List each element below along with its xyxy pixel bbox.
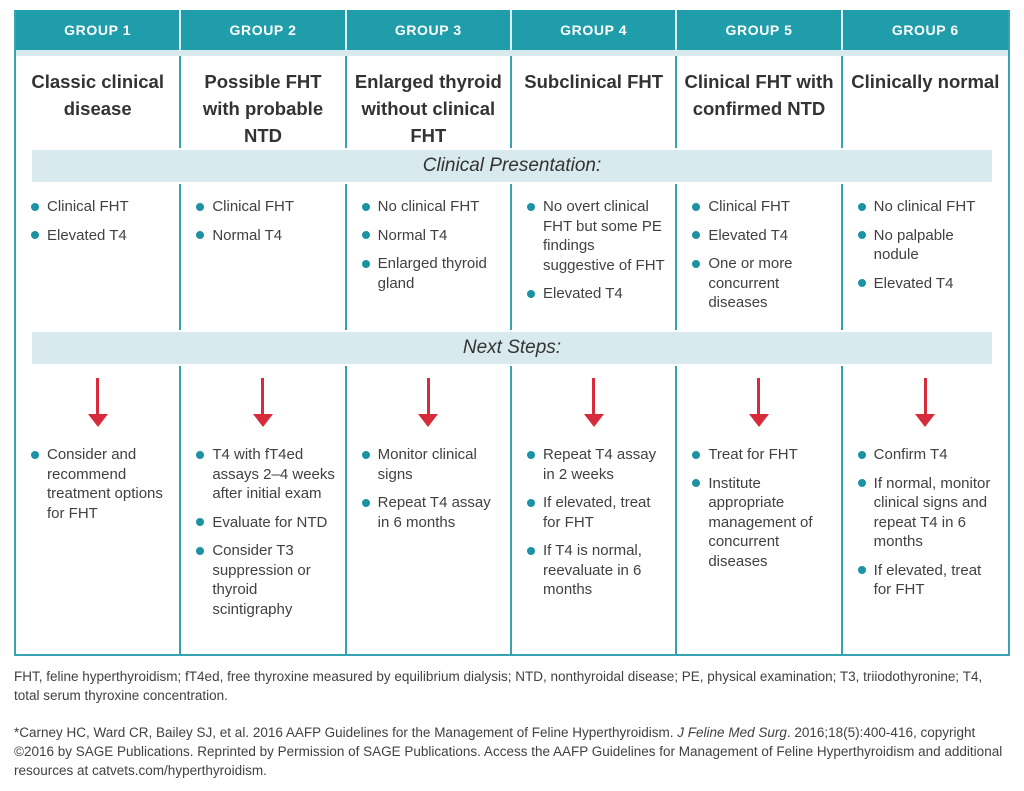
group-6-arrow-cell <box>842 366 1008 432</box>
next-step-item: If normal, monitor clinical signs and re… <box>857 474 1002 552</box>
next-step-item: If T4 is normal, reevaluate in 6 months <box>526 541 669 600</box>
presentation-item: Elevated T4 <box>30 226 173 246</box>
presentation-item: Clinical FHT <box>195 197 338 217</box>
group-6-presentation: No clinical FHT No palpable nodule Eleva… <box>842 184 1008 330</box>
group-1-presentation: Clinical FHT Elevated T4 <box>16 184 182 330</box>
presentation-item: Elevated T4 <box>526 284 669 304</box>
group-4-presentation: No overt clinical FHT but some PE findin… <box>511 184 678 330</box>
down-arrow-icon <box>748 377 769 427</box>
group-2-title: Possible FHT with probable NTD <box>181 56 347 148</box>
group-6-header: GROUP 6 <box>842 10 1008 50</box>
group-4-next-steps: Repeat T4 assay in 2 weeks If elevated, … <box>511 432 678 654</box>
presentation-item: Clinical FHT <box>30 197 173 217</box>
group-1-header: GROUP 1 <box>16 10 182 50</box>
presentation-item: Clinical FHT <box>691 197 834 217</box>
presentation-item: One or more concurrent diseases <box>691 254 834 313</box>
presentation-item: No clinical FHT <box>857 197 1002 217</box>
citation-text-start: *Carney HC, Ward CR, Bailey SJ, et al. 2… <box>14 724 678 740</box>
presentation-item: No clinical FHT <box>361 197 504 217</box>
presentation-item: Normal T4 <box>195 226 338 246</box>
next-step-item: Consider and recommend treatment options… <box>30 445 173 523</box>
next-step-item: Repeat T4 assay in 6 months <box>361 493 504 532</box>
citation-note: *Carney HC, Ward CR, Bailey SJ, et al. 2… <box>14 724 1010 781</box>
presentation-item: Enlarged thyroid gland <box>361 254 504 293</box>
next-step-item: Evaluate for NTD <box>195 513 338 533</box>
citation-journal-name: J Feline Med Surg <box>677 724 787 740</box>
down-arrow-icon <box>915 377 936 427</box>
down-arrow-icon <box>87 377 108 427</box>
group-2-next-steps: T4 with fT4ed assays 2–4 weeks after ini… <box>181 432 347 654</box>
group-3-header: GROUP 3 <box>346 10 512 50</box>
next-step-item: If elevated, treat for FHT <box>857 561 1002 600</box>
group-1-arrow-cell <box>16 366 182 432</box>
group-6-next-steps: Confirm T4 If normal, monitor clinical s… <box>842 432 1008 654</box>
next-step-item: T4 with fT4ed assays 2–4 weeks after ini… <box>195 445 338 504</box>
citation-text-end: . 2016;18(5):400-416, copyright ©2016 by… <box>14 724 1003 778</box>
presentation-item: No palpable nodule <box>857 226 1002 265</box>
next-step-item: Treat for FHT <box>691 445 834 465</box>
group-1-next-steps: Consider and recommend treatment options… <box>16 432 182 654</box>
group-5-arrow-cell <box>677 366 843 432</box>
group-2-header: GROUP 2 <box>181 10 347 50</box>
group-2-arrow-cell <box>181 366 347 432</box>
next-step-item: Institute appropriate management of conc… <box>691 474 834 572</box>
group-4-header: GROUP 4 <box>511 10 678 50</box>
fht-groups-chart: GROUP 1 GROUP 2 GROUP 3 GROUP 4 GROUP 5 … <box>14 10 1010 656</box>
group-5-header: GROUP 5 <box>677 10 843 50</box>
group-3-arrow-cell <box>346 366 512 432</box>
group-4-arrow-cell <box>511 366 678 432</box>
next-step-item: Monitor clinical signs <box>361 445 504 484</box>
group-5-presentation: Clinical FHT Elevated T4 One or more con… <box>677 184 843 330</box>
next-step-item: If elevated, treat for FHT <box>526 493 669 532</box>
next-step-item: Repeat T4 assay in 2 weeks <box>526 445 669 484</box>
down-arrow-icon <box>252 377 273 427</box>
group-4-title: Subclinical FHT <box>511 56 678 148</box>
presentation-item: Normal T4 <box>361 226 504 246</box>
footnotes: FHT, feline hyperthyroidism; fT4ed, free… <box>14 668 1010 780</box>
down-arrow-icon <box>418 377 439 427</box>
group-5-title: Clinical FHT with confirmed NTD <box>677 56 843 148</box>
header-divider-strip <box>16 50 1008 56</box>
down-arrow-icon <box>583 377 604 427</box>
next-steps-banner: Next Steps: <box>32 332 992 364</box>
next-step-item: Consider T3 suppression or thyroid scint… <box>195 541 338 619</box>
presentation-item: Elevated T4 <box>857 274 1002 294</box>
group-3-next-steps: Monitor clinical signs Repeat T4 assay i… <box>346 432 512 654</box>
next-step-item: Confirm T4 <box>857 445 1002 465</box>
presentation-item: Elevated T4 <box>691 226 834 246</box>
clinical-presentation-banner-row: Clinical Presentation: <box>16 148 1008 184</box>
group-3-presentation: No clinical FHT Normal T4 Enlarged thyro… <box>346 184 512 330</box>
clinical-presentation-banner: Clinical Presentation: <box>32 150 992 182</box>
presentation-item: No overt clinical FHT but some PE findin… <box>526 197 669 275</box>
group-3-title: Enlarged thyroid without clinical FHT <box>346 56 512 148</box>
group-1-title: Classic clinical disease <box>16 56 182 148</box>
group-5-next-steps: Treat for FHT Institute appropriate mana… <box>677 432 843 654</box>
group-6-title: Clinically normal <box>842 56 1008 148</box>
abbreviations-note: FHT, feline hyperthyroidism; fT4ed, free… <box>14 669 983 703</box>
next-steps-banner-row: Next Steps: <box>16 330 1008 366</box>
group-2-presentation: Clinical FHT Normal T4 <box>181 184 347 330</box>
